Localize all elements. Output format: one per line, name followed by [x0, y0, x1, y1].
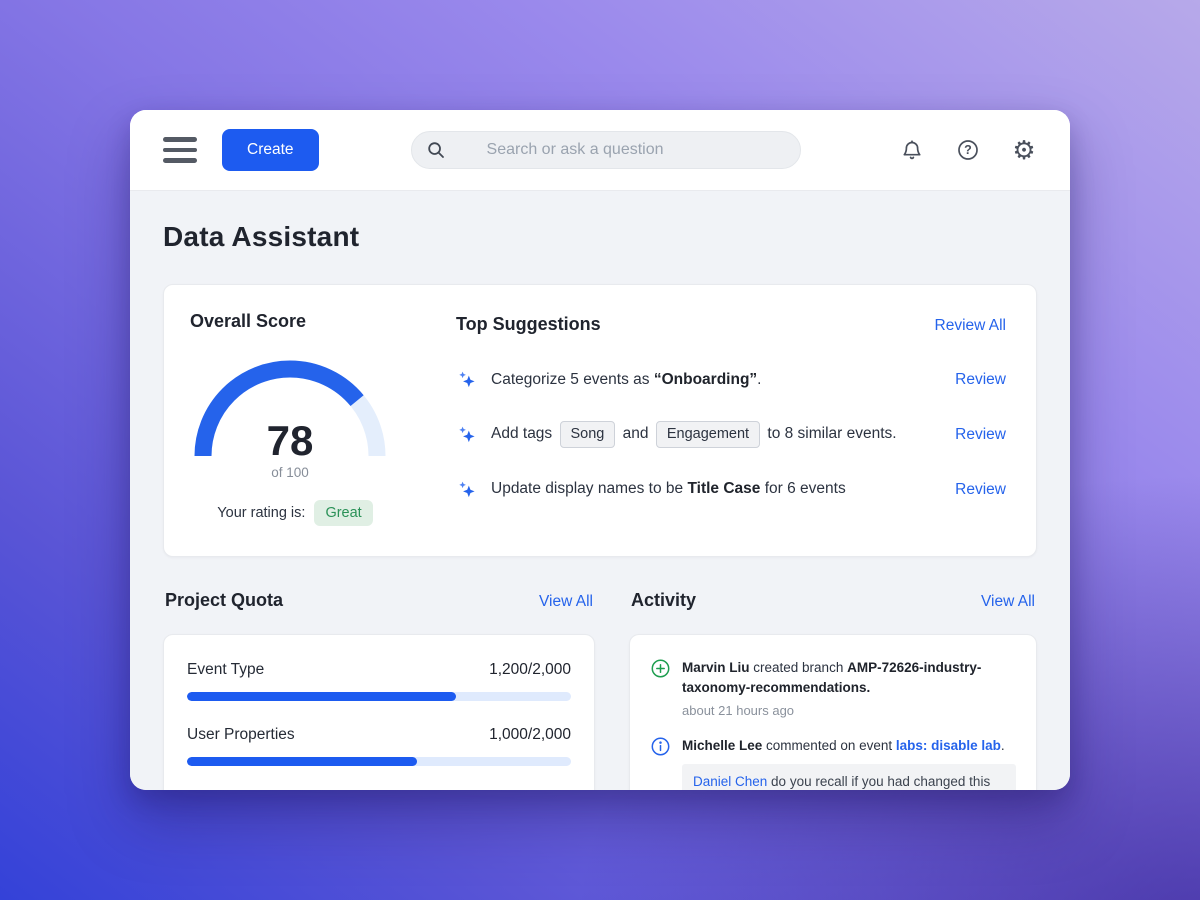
activity-timestamp: about 21 hours ago	[682, 702, 795, 718]
suggestion-text: Add tags Song and Engagement to 8 simila…	[491, 421, 939, 449]
score-gauge: 78	[190, 358, 390, 462]
score-denominator: of 100	[271, 465, 309, 480]
search-placeholder: Search or ask a question	[486, 141, 664, 158]
top-suggestions-title: Top Suggestions	[456, 314, 601, 334]
score-value: 78	[266, 417, 314, 464]
suggestion-row-display-names: Update display names to be Title Case fo…	[456, 478, 1006, 500]
search-icon	[427, 142, 444, 158]
help-icon[interactable]: ?	[956, 138, 980, 162]
quota-row-event-type: Event Type 1,200/2,000	[187, 661, 571, 701]
tag-chip: Engagement	[655, 421, 761, 449]
quota-value: 1,200/2,000	[489, 661, 571, 678]
notifications-icon[interactable]	[900, 138, 924, 162]
comment-box: Daniel Chen do you recall if you had cha…	[682, 763, 1016, 790]
review-all-link[interactable]: Review All	[934, 317, 1007, 334]
quota-progress-fill	[187, 757, 418, 766]
rating-label: Your rating is:	[217, 505, 306, 521]
tag-chip: Song	[559, 421, 616, 449]
search-input[interactable]: Search or ask a question	[410, 131, 801, 169]
activity-view-all-link[interactable]: View All	[981, 593, 1035, 610]
overall-score-title: Overall Score	[190, 311, 307, 331]
overall-score-panel: Overall Score 78 of 100 Your rating is: …	[190, 311, 430, 526]
topbar-icon-group: ? ⚙	[900, 135, 1036, 165]
quota-progress-track	[187, 692, 571, 701]
settings-icon[interactable]: ⚙	[1012, 135, 1036, 165]
top-bar: Create Search or ask a question	[130, 110, 1070, 191]
quota-label: Event Type	[187, 661, 265, 678]
review-link[interactable]: Review	[955, 371, 1006, 389]
rating-badge: Great	[314, 500, 373, 526]
page-title: Data Assistant	[163, 221, 360, 252]
sparkle-icon	[459, 481, 475, 497]
quota-card: Event Type 1,200/2,000 User Properties 1…	[163, 634, 595, 790]
suggestion-list: Categorize 5 events as “Onboarding”. Rev…	[456, 369, 1006, 501]
top-suggestions-panel: Top Suggestions Review All Categorize 5 …	[456, 311, 1006, 526]
sparkle-icon	[459, 426, 475, 443]
project-quota-section: Project Quota View All Event Type 1,200/…	[163, 590, 595, 790]
activity-card: Marvin Liu created branch AMP-72626-indu…	[629, 634, 1037, 790]
create-button[interactable]: Create	[222, 129, 319, 171]
quota-row-user-properties: User Properties 1,000/2,000	[187, 726, 571, 766]
menu-icon[interactable]	[163, 137, 197, 163]
project-quota-title: Project Quota	[165, 590, 284, 610]
main-content: Data Assistant Overall Score 78 of 100 Y…	[130, 191, 1070, 790]
activity-section: Activity View All Marvin Liu created bra	[629, 590, 1037, 790]
quota-progress-track	[187, 757, 571, 766]
review-link[interactable]: Review	[955, 480, 1006, 498]
suggestion-text: Update display names to be Title Case fo…	[491, 480, 846, 498]
activity-title: Activity	[631, 590, 697, 610]
rating-row: Your rating is: Great	[190, 500, 400, 526]
svg-text:?: ?	[964, 143, 972, 157]
plus-circle-icon	[651, 659, 670, 678]
activity-item-branch: Marvin Liu created branch AMP-72626-indu…	[651, 658, 1016, 718]
suggestion-text: Categorize 5 events as “Onboarding”.	[491, 371, 762, 388]
activity-text: Michelle Lee commented on event labs: di…	[682, 737, 1005, 753]
assistant-summary-card: Overall Score 78 of 100 Your rating is: …	[163, 284, 1037, 557]
quota-view-all-link[interactable]: View All	[539, 593, 593, 610]
quota-progress-fill	[187, 692, 456, 701]
sparkle-icon	[459, 371, 475, 388]
activity-text: Marvin Liu created branch AMP-72626-indu…	[682, 660, 982, 696]
mention-link[interactable]: Daniel Chen	[693, 773, 768, 789]
app-window: Create Search or ask a question	[130, 110, 1070, 790]
review-link[interactable]: Review	[955, 425, 1006, 443]
quota-value: 1,000/2,000	[489, 726, 571, 743]
activity-item-comment: Michelle Lee commented on event labs: di…	[651, 736, 1016, 790]
info-circle-icon	[651, 737, 670, 755]
quota-label: User Properties	[187, 726, 295, 743]
suggestion-row-categorize: Categorize 5 events as “Onboarding”. Rev…	[456, 369, 1006, 391]
event-link[interactable]: labs: disable lab	[895, 737, 1001, 753]
suggestion-row-add-tags: Add tags Song and Engagement to 8 simila…	[456, 421, 1006, 449]
